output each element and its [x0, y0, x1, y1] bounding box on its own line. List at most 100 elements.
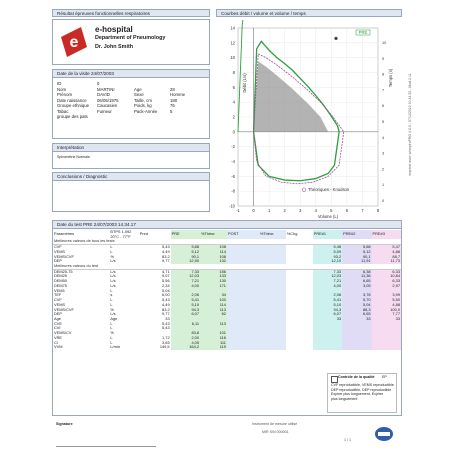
- side-tick-label: 5: [382, 120, 384, 124]
- page-number: 1 / 1: [344, 438, 351, 442]
- table-row: CI L 3,65 4,05 111: [53, 340, 401, 346]
- value-cell: [258, 307, 286, 313]
- value-cell: [226, 288, 259, 294]
- value-cell: 12,90: [170, 259, 201, 265]
- value-cell: 5,46: [312, 244, 343, 250]
- x-tick-label: 4: [315, 208, 318, 213]
- param-name-cell: VRE: [54, 335, 62, 340]
- value-cell: [258, 274, 286, 280]
- value-cell: [258, 298, 286, 303]
- patient-row: Nom MARTINI Age 28: [57, 87, 202, 93]
- value-cell: 5,12: [170, 249, 201, 255]
- section-label: Meilleures valeurs de tous les tests: [53, 239, 401, 246]
- visit-title: Date de la visite 24/07/2003: [57, 71, 114, 76]
- quality-line: plus longuement: [331, 396, 358, 401]
- post-header: POST: [226, 230, 259, 240]
- side-tick-label: 4: [382, 136, 384, 140]
- value-cell: 90,1: [170, 254, 201, 260]
- value-cell: L/s: [110, 312, 116, 317]
- value-cell: 119: [200, 345, 227, 350]
- value-cell: 9,07: [162, 274, 170, 279]
- patient-field-label: Age: [134, 86, 142, 92]
- value-cell: [258, 283, 286, 289]
- value-cell: 83,8: [170, 331, 201, 336]
- value-cell: L: [110, 326, 113, 331]
- value-cell: 2,97: [371, 283, 401, 289]
- value-cell: 12,03: [170, 274, 201, 280]
- value-cell: [371, 288, 401, 294]
- value-cell: [226, 312, 259, 317]
- value-cell: L/min: [110, 345, 120, 350]
- param-name-cell: VEMS: [54, 249, 66, 254]
- y-tick-label: 12: [230, 40, 235, 45]
- value-cell: [226, 335, 259, 341]
- results-box: Date du test PRE 24/07/2003 14.34.17 Par…: [52, 220, 402, 416]
- side-tick-label: 9: [382, 57, 384, 61]
- value-cell: [312, 321, 343, 327]
- value-cell: [312, 345, 343, 350]
- instrument-id: MIR S/N 000001: [262, 430, 289, 434]
- y-tick-label: -4: [231, 159, 235, 164]
- table-row: CVI L 5,43: [53, 326, 401, 332]
- value-cell: 88,3: [342, 307, 372, 313]
- patient-field-label: Prénom: [57, 92, 73, 97]
- table-row: DEM25 L/s 9,07 12,03 133 12,03 11,36 10,84: [53, 274, 401, 280]
- conclusion-title: Conclusions / Diagnostic: [57, 174, 108, 179]
- y-tick-label: 14: [230, 26, 235, 31]
- value-cell: 149,5: [159, 345, 170, 350]
- value-cell: Age: [110, 316, 118, 321]
- value-cell: 6,11: [170, 321, 201, 327]
- x-tick-label: 1: [268, 208, 271, 213]
- value-cell: 5,12: [342, 249, 372, 255]
- side-tick-label: 6: [382, 104, 384, 108]
- value-cell: 114: [200, 302, 227, 308]
- y-tick-label: 4: [233, 100, 236, 105]
- patient-field-label: Sexe: [134, 92, 144, 97]
- table-row: VEM3 L 5,04: [53, 288, 401, 294]
- value-cell: 6,00: [162, 293, 170, 298]
- quality-checkbox[interactable]: [331, 376, 338, 383]
- param-name-cell: VEMS/CVF: [54, 254, 74, 259]
- value-cell: 4,00: [170, 283, 201, 289]
- hospital-box: e e-hospital Department of Pneumology Dr…: [52, 19, 210, 65]
- value-cell: 9,77: [162, 312, 170, 317]
- value-cell: [258, 254, 286, 260]
- logo-letter: e: [70, 34, 79, 51]
- chart-title-bar: Courbes débit / volume et volume / temps: [216, 9, 402, 17]
- value-cell: 7,33: [170, 269, 201, 275]
- value-cell: L: [110, 244, 113, 250]
- y-tick-label: 8: [233, 70, 236, 75]
- value-cell: 4,88: [371, 302, 401, 308]
- value-cell: 5,10: [312, 302, 343, 308]
- value-cell: 6,33: [371, 279, 401, 284]
- results-title: Date du test PRE 24/07/2003 14.34.17: [57, 222, 136, 227]
- side-tick-label: 0: [382, 199, 384, 203]
- x-tick-label: 3: [299, 208, 302, 213]
- value-cell: 113: [200, 321, 227, 327]
- value-cell: 5,68: [342, 244, 372, 250]
- predicted-area: [253, 61, 329, 132]
- param-header: Paramètres: [54, 231, 75, 237]
- pred-header: Pred: [139, 231, 148, 237]
- value-cell: [258, 335, 286, 341]
- value-cell: 171: [200, 283, 227, 289]
- x-tick-label: 2: [283, 208, 286, 213]
- patient-row: Date naissance 06/05/1975 Taille, cm 180: [57, 98, 202, 104]
- patient-field-value: MARTINI: [97, 86, 115, 92]
- patient-field-value: [170, 114, 200, 120]
- table-row: CVE L 5,43 6,11 113: [53, 321, 401, 327]
- param-name-cell: CI: [54, 340, 58, 345]
- table-row: VEMS/CVF% 83,2 90,1 108 93,2 90,1 88,7: [53, 254, 401, 260]
- param-name-cell: DEM25-75: [54, 269, 73, 274]
- y-tick-label: 2: [233, 115, 236, 120]
- value-cell: [312, 288, 343, 294]
- value-cell: [258, 269, 286, 275]
- x-tick-label: 7: [361, 208, 364, 213]
- value-cell: 90,1: [342, 254, 372, 260]
- value-cell: [226, 279, 259, 284]
- legend-marker-pred: [301, 187, 307, 192]
- value-cell: 6,65: [342, 312, 372, 317]
- value-cell: L: [110, 302, 113, 307]
- patient-field-value: Fumeur: [97, 108, 112, 114]
- instrument-label: Instrument de mesure utilisé: [252, 422, 298, 426]
